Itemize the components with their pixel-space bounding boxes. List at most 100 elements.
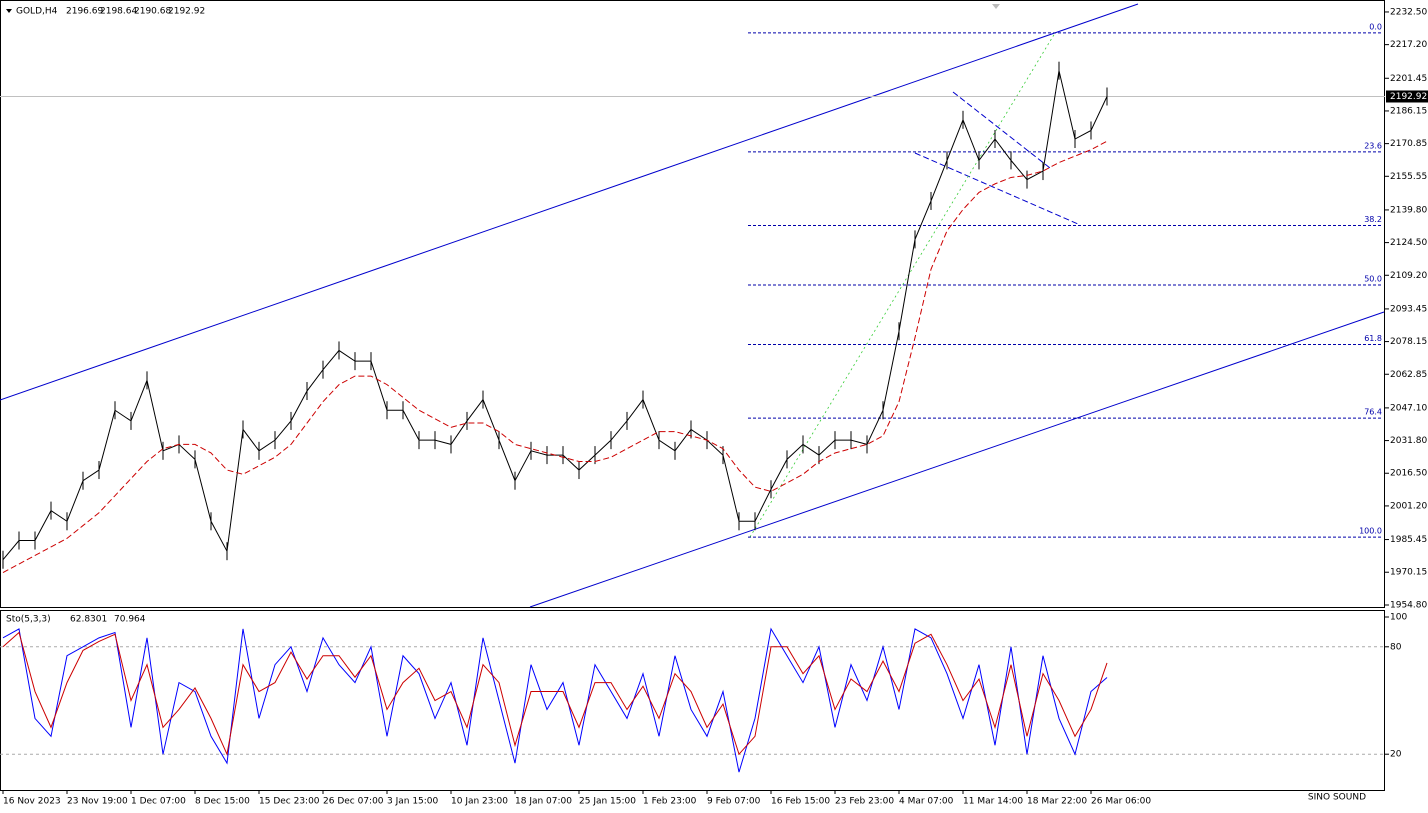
price-bar [1074,130,1076,149]
price-bar [210,512,212,531]
y-tick-label: 2217.20 [1390,40,1427,50]
x-tick-label: 8 Dec 15:00 [195,797,250,807]
price-bar [930,191,932,210]
price-bar [546,446,548,465]
price-bar [450,435,452,454]
x-tick-label: 3 Jan 15:00 [387,797,439,807]
ohlc-value: 2192.92 [168,7,205,17]
price-bar [306,382,308,401]
symbol-arrow [6,9,12,13]
price-bar [738,512,740,531]
fib-label: 0.0 [1369,22,1382,31]
x-tick-label: 1 Feb 23:00 [643,797,697,807]
price-bar [274,431,276,450]
price-bar [242,420,244,439]
x-tick-label: 16 Nov 2023 [3,797,61,807]
fib-label: 100.0 [1359,527,1382,536]
price-bar [1106,87,1108,106]
x-tick-label: 18 Jan 07:00 [515,797,572,807]
x-tick-label: 25 Jan 15:00 [579,797,636,807]
price-bar [18,531,20,550]
y-tick-label: 2001.20 [1390,501,1427,511]
price-bar [866,435,868,454]
y-tick-label: 2232.50 [1390,7,1427,17]
price-bar [850,431,852,450]
price-bar [898,322,900,341]
x-tick-label: 23 Nov 19:00 [67,797,128,807]
indicator-tick-label: 100 [1390,613,1407,623]
x-tick-label: 4 Mar 07:00 [899,797,954,807]
channel-upper [0,3,1139,401]
price-bar [130,411,132,430]
price-bar [530,441,532,460]
y-tick-label: 2016.50 [1390,469,1427,479]
price-bar [226,542,228,561]
price-bar [162,441,164,460]
fib-label: 76.4 [1364,408,1382,417]
price-bar [402,401,404,420]
price-bar [418,431,420,450]
y-tick-label: 1985.45 [1390,535,1427,545]
price-bar [658,431,660,450]
price-bar [754,512,756,531]
y-tick-label: 2062.85 [1390,370,1427,380]
price-bar [1090,121,1092,140]
indicator-panel [0,610,1385,791]
price-bar [962,110,964,129]
price-bar [322,360,324,379]
price-bar [786,450,788,469]
price-bar [114,401,116,420]
price-bar [386,401,388,420]
price-bar [610,431,612,450]
price-bar [34,531,36,550]
x-tick-label: 9 Feb 07:00 [707,797,761,807]
current-price-box [1386,90,1428,103]
price-bar [290,411,292,430]
ohlc-value: 2190.68 [134,7,171,17]
price-bar [498,431,500,450]
indicator-reading: 62.8301 [70,615,107,625]
channel-lower [529,311,1385,608]
price-bar [98,461,100,480]
y-tick-label: 1954.80 [1390,601,1427,611]
ohlc-value: 2196.69 [66,7,103,17]
price-bar [914,230,916,249]
price-panel [0,0,1385,608]
price-bar [674,441,676,460]
price-bar [338,341,340,360]
y-tick-label: 2201.45 [1390,74,1427,84]
price-line [2,70,1108,561]
price-bar [194,450,196,469]
shift-marker [992,4,1000,9]
fib-label: 38.2 [1364,215,1382,224]
y-tick-label: 2093.45 [1390,304,1427,314]
fib-label: 23.6 [1364,141,1382,150]
price-bar [146,371,148,390]
x-tick-label: 15 Dec 23:00 [259,797,320,807]
y-tick-label: 2155.55 [1390,172,1427,182]
moving-average [2,140,1108,573]
price-bar [258,441,260,460]
price-bar [818,446,820,465]
y-tick-label: 2078.15 [1390,337,1427,347]
y-tick-label: 2186.15 [1390,106,1427,116]
price-bar [690,420,692,439]
price-bar [722,446,724,465]
price-bar [370,352,372,371]
fib-label: 61.8 [1364,334,1382,343]
indicator-title: Sto(5,3,3) [6,615,51,625]
price-bar [562,446,564,465]
stochastic-line [2,631,1108,756]
y-tick-label: 2170.85 [1390,139,1427,149]
price-bar [482,390,484,409]
price-bar [466,411,468,430]
price-bar [50,501,52,520]
symbol: GOLD,H4 [16,7,58,17]
price-bar [1058,61,1060,80]
price-bar [1042,162,1044,181]
x-tick-label: 16 Feb 15:00 [771,797,830,807]
indicator-tick-label: 20 [1390,750,1402,760]
current-price-label: 2192.92 [1390,92,1427,102]
price-bar [514,471,516,490]
